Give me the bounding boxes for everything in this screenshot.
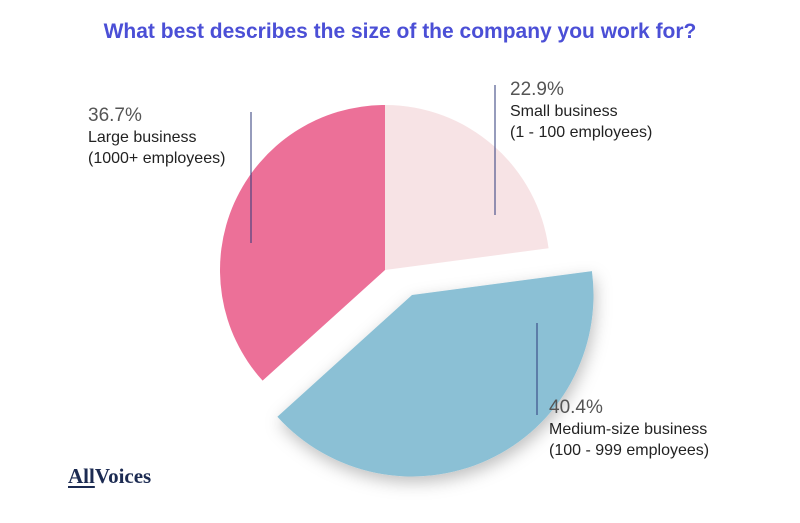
chart-title: What best describes the size of the comp…	[103, 20, 697, 43]
logo-part-voices: Voices	[94, 464, 152, 488]
logo-part-all: All	[68, 464, 95, 488]
slice-label-medium: 40.4% Medium-size business (100 - 999 em…	[549, 397, 709, 461]
slice-name: Medium-size business	[549, 421, 708, 438]
slice-sub: (100 - 999 employees)	[549, 442, 710, 459]
slice-sub: (1000+ employees)	[88, 150, 226, 167]
allvoices-logo: AllVoices	[68, 464, 151, 489]
slice-sub: (1 - 100 employees)	[510, 124, 653, 141]
slice-percent: 22.9%	[510, 79, 564, 100]
slice-percent: 36.7%	[88, 105, 142, 126]
slice-label-small: 22.9% Small business (1 - 100 employees)	[510, 79, 652, 143]
pie-slice-medium	[277, 271, 594, 477]
pie-slice-small	[385, 105, 549, 270]
slice-label-large: 36.7% Large business (1000+ employees)	[88, 105, 225, 169]
slice-percent: 40.4%	[549, 397, 603, 418]
slice-name: Large business	[88, 129, 197, 146]
slice-name: Small business	[510, 103, 618, 120]
pie-slice-large	[220, 105, 385, 381]
